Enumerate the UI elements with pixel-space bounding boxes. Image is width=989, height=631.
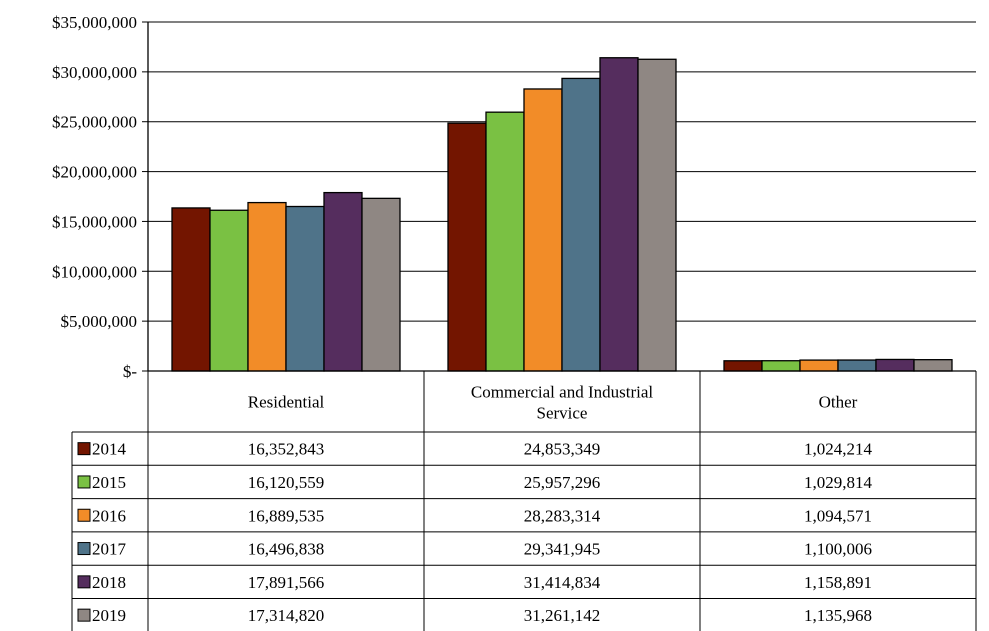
legend-key-2016 (77, 508, 91, 522)
legend-label: 2018 (92, 573, 126, 592)
y-tick-label: $- (123, 362, 138, 381)
category-label: Other (819, 393, 858, 412)
legend-label: 2015 (92, 473, 126, 492)
table-cell-value: 1,100,006 (804, 540, 872, 559)
legend-label: 2016 (92, 506, 126, 525)
table-cell-value: 28,283,314 (524, 506, 601, 525)
table-cell-value: 1,029,814 (804, 473, 873, 492)
bar-2016-3 (799, 359, 839, 372)
category-label: Service (537, 404, 588, 423)
legend-label: 2014 (92, 440, 127, 459)
y-tick-labels: $- $5,000,000 $10,000,000 $15,000,000 $20,00… (52, 13, 137, 381)
bar-2019-3 (913, 359, 953, 372)
legend-label: 2019 (92, 606, 126, 625)
legend-label: 2017 (92, 540, 127, 559)
table-cell-value: 16,496,838 (248, 540, 325, 559)
legend-key-2019 (77, 608, 91, 622)
bar-2015-3 (761, 360, 801, 372)
table-cell-value: 16,352,843 (248, 440, 325, 459)
legend-key-2014 (77, 442, 91, 456)
y-tick-label: $25,000,000 (52, 113, 137, 132)
bar-2019-2 (637, 58, 677, 372)
legend-key-2018 (77, 575, 91, 589)
table-cell-value: 17,891,566 (248, 573, 325, 592)
table-cell-value: 24,853,349 (524, 440, 601, 459)
bar-2017-1 (285, 205, 325, 372)
y-tick-label: $20,000,000 (52, 163, 137, 182)
table-cell-value: 25,957,296 (524, 473, 601, 492)
table-cell-value: 16,889,535 (248, 506, 325, 525)
table-cell-value: 31,414,834 (524, 573, 601, 592)
bar-2016-2 (523, 88, 563, 372)
bar-2016-1 (247, 201, 287, 372)
table-cell-value: 1,094,571 (804, 506, 872, 525)
bar-2014-3 (723, 360, 763, 372)
table-cell-value: 16,120,559 (248, 473, 325, 492)
y-tick-label: $10,000,000 (52, 262, 137, 281)
category-label: Residential (248, 393, 325, 412)
category-label: Commercial and Industrial (471, 383, 654, 402)
bar-2018-2 (599, 57, 639, 372)
bar-2015-1 (209, 209, 249, 372)
legend-key-2015 (77, 475, 91, 489)
bar-2017-2 (561, 77, 601, 372)
bar-2018-1 (323, 191, 363, 372)
table-cell-value: 1,135,968 (804, 606, 872, 625)
bar-2015-2 (485, 111, 525, 372)
table-cell-value: 31,261,142 (524, 606, 601, 625)
bar-2014-2 (447, 122, 487, 372)
bar-2014-1 (171, 207, 211, 372)
table-cell-value: 1,158,891 (804, 573, 872, 592)
bar-2017-3 (837, 359, 877, 372)
table-cell-value: 1,024,214 (804, 440, 873, 459)
axes (142, 21, 976, 372)
table-cell-value: 29,341,945 (524, 540, 601, 559)
table-cell-value: 17,314,820 (248, 606, 325, 625)
bar-2018-3 (875, 358, 915, 372)
legend-key-2017 (77, 542, 91, 556)
y-tick-label: $15,000,000 (52, 212, 137, 231)
y-tick-label: $5,000,000 (61, 312, 138, 331)
bar-2019-1 (361, 197, 401, 372)
bars (171, 57, 953, 372)
y-tick-label: $35,000,000 (52, 13, 137, 32)
y-tick-label: $30,000,000 (52, 63, 137, 82)
data-table: Residential Commercial and Industrial Serv… (71, 371, 977, 631)
